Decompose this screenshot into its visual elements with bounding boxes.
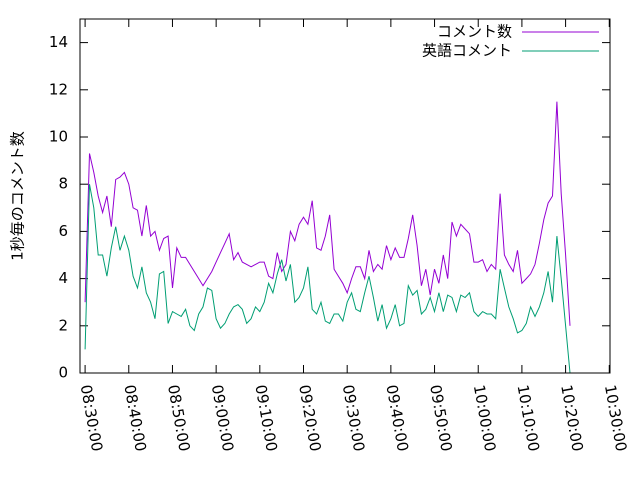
x-tick-label: 09:30:00 [339, 383, 368, 452]
legend-label: 英語コメント [422, 42, 512, 60]
series-line [84, 184, 571, 374]
x-tick-label: 08:40:00 [120, 383, 149, 452]
y-tick-label: 8 [58, 175, 68, 193]
x-tick-label: 08:30:00 [77, 383, 106, 452]
legend-label: コメント数 [437, 23, 512, 41]
x-tick-label: 09:40:00 [382, 383, 411, 452]
y-tick-label: 6 [58, 222, 68, 240]
series-line [84, 101, 571, 326]
y-tick-label: 0 [58, 364, 68, 382]
x-tick-label: 09:10:00 [251, 383, 280, 452]
y-tick-label: 14 [49, 33, 68, 51]
x-tick-label: 10:10:00 [514, 383, 543, 452]
y-axis-label: 1秒毎のコメント数 [9, 131, 27, 261]
x-tick-label: 10:00:00 [470, 383, 499, 452]
y-tick-label: 10 [49, 128, 68, 146]
plot-frame [79, 18, 611, 374]
x-tick-label: 09:00:00 [208, 383, 237, 452]
y-tick-label: 2 [58, 316, 68, 334]
y-tick-label: 4 [58, 269, 68, 287]
x-tick-label: 09:20:00 [295, 383, 324, 452]
x-tick-label: 10:20:00 [557, 383, 586, 452]
x-tick-label: 10:30:00 [601, 383, 630, 452]
y-tick-label: 12 [49, 80, 68, 98]
x-tick-label: 09:50:00 [426, 383, 455, 452]
x-tick-label: 08:50:00 [164, 383, 193, 452]
